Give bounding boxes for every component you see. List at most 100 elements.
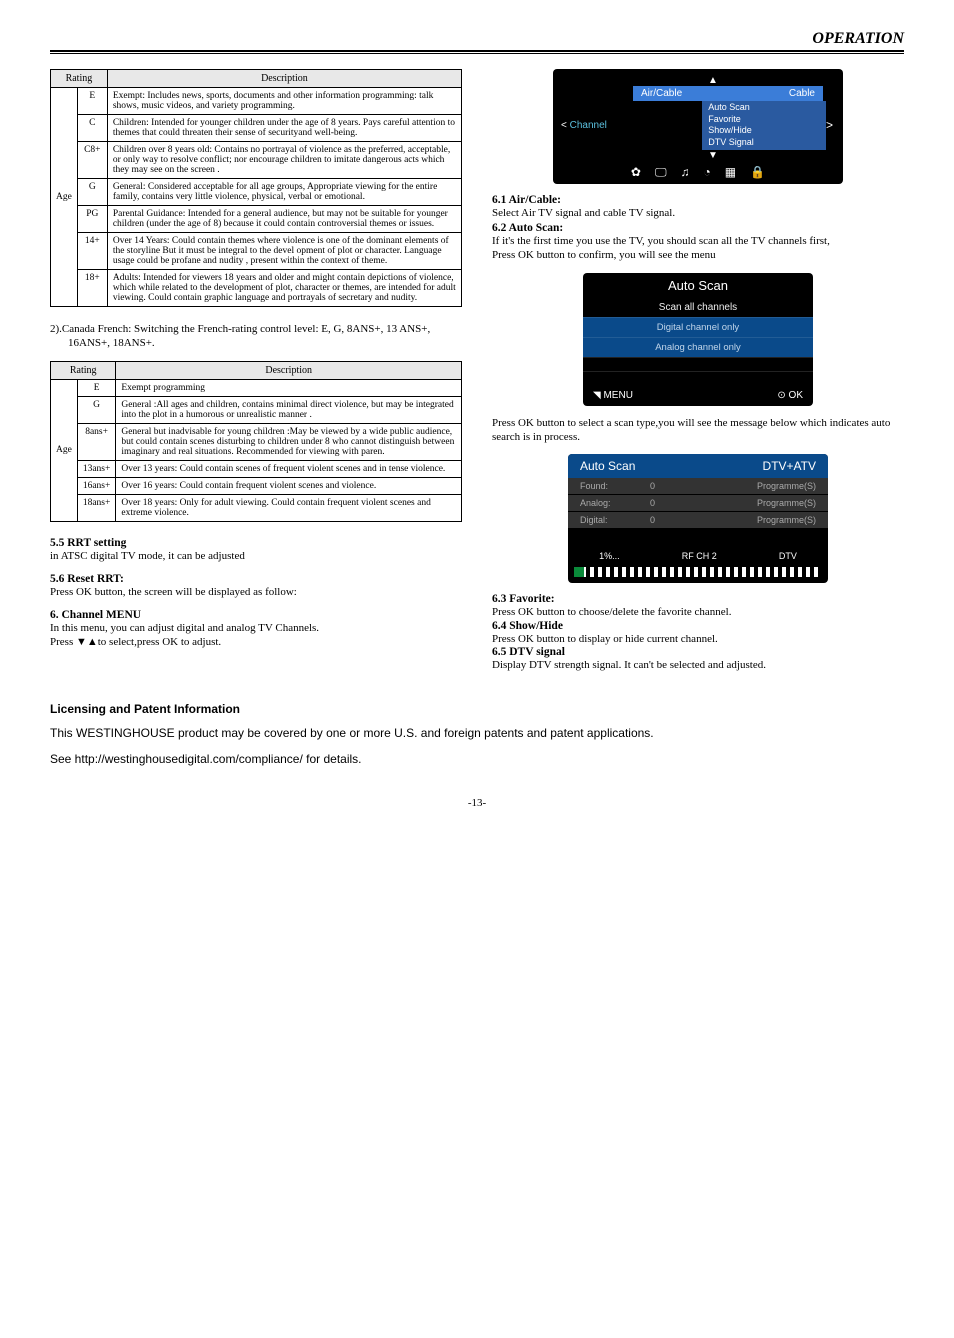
canada-french-note: 2).Canada French: Switching the French-r… — [50, 322, 462, 351]
ratings1-desc-1: Children: Intended for younger children … — [107, 115, 461, 142]
osd-scan-analog: Analog channel only — [583, 337, 813, 357]
section-6-2-body2: Press OK button to confirm, you will see… — [492, 248, 904, 262]
ratings1-desc-5: Over 14 Years: Could contain themes wher… — [107, 233, 461, 270]
ratings1-code-3: G — [77, 179, 107, 206]
osd-scan-progress: Auto Scan DTV+ATV Found:0Programme(S) An… — [568, 454, 828, 583]
section-6-5-body: Display DTV strength signal. It can't be… — [492, 658, 904, 672]
ratings2-code-3: 13ans+ — [77, 460, 116, 477]
ratings2-code-5: 18ans+ — [77, 494, 116, 521]
osd-autoscan-title: Auto Scan — [583, 273, 813, 298]
scan-type-note: Press OK button to select a scan type,yo… — [492, 416, 904, 445]
ratings1-code-4: PG — [77, 206, 107, 233]
osd-digital-prog: Programme(S) — [690, 515, 816, 525]
ratings2-age-label: Age — [51, 379, 78, 521]
section-6-1-body: Select Air TV signal and cable TV signal… — [492, 206, 904, 220]
ratings2-code-0: E — [77, 379, 116, 396]
ratings2-desc-0: Exempt programming — [116, 379, 462, 396]
osd-scan2-title: Auto Scan — [580, 459, 635, 473]
clock-icon: ◔ — [704, 165, 711, 180]
ratings1-head-rating: Rating — [51, 70, 108, 88]
ratings2-head-desc: Description — [116, 361, 462, 379]
section-5-6-body: Press OK button, the screen will be disp… — [50, 585, 462, 599]
ratings1-desc-0: Exempt: Includes news, sports, documents… — [107, 88, 461, 115]
osd-percent: 1%... — [599, 551, 620, 561]
ratings2-desc-1: General :All ages and children, contains… — [116, 396, 462, 423]
screen-icon: 🖵 — [655, 165, 667, 180]
osd-rfch: RF CH 2 — [682, 551, 717, 561]
section-6-4-title: 6.4 Show/Hide — [492, 620, 904, 632]
ratings-table-canada-french: Rating Description Age E Exempt programm… — [50, 361, 462, 522]
ratings1-age-label: Age — [51, 88, 78, 307]
osd-progress-bar — [574, 567, 822, 577]
ratings1-desc-2: Children over 8 years old: Contains no p… — [107, 142, 461, 179]
section-6-3-title: 6.3 Favorite: — [492, 593, 904, 605]
lock-icon: 🔒 — [750, 165, 765, 180]
ratings2-desc-2: General but inadvisable for young childr… — [116, 423, 462, 460]
gear-icon: ✿ — [631, 165, 641, 180]
ratings1-code-1: C — [77, 115, 107, 142]
osd-found-prog: Programme(S) — [690, 481, 816, 491]
osd-channel-menu: ▲ Air/Cable Cable < Channel Auto Scan Fa… — [553, 69, 843, 184]
osd-scan-all: Scan all channels — [583, 298, 813, 317]
ratings2-desc-4: Over 16 years: Could contain frequent vi… — [116, 477, 462, 494]
ratings2-head-rating: Rating — [51, 361, 116, 379]
section-6-5-title: 6.5 DTV signal — [492, 646, 904, 658]
grid-icon: ▦ — [725, 165, 736, 180]
section-6-2-title: 6.2 Auto Scan: — [492, 222, 904, 234]
ratings1-code-6: 18+ — [77, 270, 107, 307]
page-number: -13- — [50, 797, 904, 809]
osd-dtv: DTV — [779, 551, 797, 561]
osd-analog-count: 0 — [650, 498, 690, 508]
osd-showhide-item: Show/Hide — [708, 125, 820, 137]
ratings1-desc-6: Adults: Intended for viewers 18 years an… — [107, 270, 461, 307]
licensing-body2: See http://westinghousedigital.com/compl… — [50, 752, 904, 768]
osd-analog-prog: Programme(S) — [690, 498, 816, 508]
section-5-5-title: 5.5 RRT setting — [50, 537, 462, 549]
page-header-title: OPERATION — [50, 30, 904, 48]
section-6-4-body: Press OK button to display or hide curre… — [492, 632, 904, 646]
licensing-title: Licensing and Patent Information — [50, 702, 904, 716]
ratings1-code-2: C8+ — [77, 142, 107, 179]
ratings1-head-desc: Description — [107, 70, 461, 88]
osd-favorite-item: Favorite — [708, 114, 820, 126]
osd-scan-digital: Digital channel only — [583, 317, 813, 337]
osd-digital-label: Digital: — [580, 515, 650, 525]
osd-ok-label: ⊙ OK — [777, 390, 803, 401]
ratings2-desc-3: Over 13 years: Could contain scenes of f… — [116, 460, 462, 477]
osd-found-label: Found: — [580, 481, 650, 491]
section-6-1-title: 6.1 Air/Cable: — [492, 194, 904, 206]
music-icon: ♫ — [681, 165, 690, 180]
ratings1-desc-4: Parental Guidance: Intended for a genera… — [107, 206, 461, 233]
section-6-body2: Press ▼▲to select,press OK to adjust. — [50, 635, 462, 649]
header-divider — [50, 50, 904, 54]
arrow-left-icon: < — [561, 120, 567, 131]
licensing-body1: This WESTINGHOUSE product may be covered… — [50, 726, 904, 742]
section-6-2-body1: If it's the first time you use the TV, y… — [492, 234, 904, 248]
section-5-6-title: 5.6 Reset RRT: — [50, 573, 462, 585]
ratings1-code-5: 14+ — [77, 233, 107, 270]
osd-found-count: 0 — [650, 481, 690, 491]
ratings2-code-1: G — [77, 396, 116, 423]
osd-autoscan-menu: Auto Scan Scan all channels Digital chan… — [583, 273, 813, 406]
ratings-table-canada-english: Rating Description Age E Exempt: Include… — [50, 69, 462, 307]
arrow-up-icon: ▲ — [553, 75, 843, 86]
osd-menu-label: ◥ MENU — [593, 390, 633, 401]
section-6-title: 6. Channel MENU — [50, 609, 462, 621]
section-5-5-body: in ATSC digital TV mode, it can be adjus… — [50, 549, 462, 563]
ratings2-desc-5: Over 18 years: Only for adult viewing. C… — [116, 494, 462, 521]
arrow-down-icon: ▼ — [553, 150, 843, 161]
osd-aircable-value: Cable — [789, 88, 815, 99]
arrow-right-icon: > — [826, 118, 843, 132]
section-6-body1: In this menu, you can adjust digital and… — [50, 621, 462, 635]
ratings2-code-4: 16ans+ — [77, 477, 116, 494]
osd-scan2-mode: DTV+ATV — [763, 459, 816, 473]
osd-analog-label: Analog: — [580, 498, 650, 508]
osd-dtvsignal-item: DTV Signal — [708, 137, 820, 149]
osd-digital-count: 0 — [650, 515, 690, 525]
osd-autoscan-item: Auto Scan — [708, 102, 820, 114]
osd-aircable-label: Air/Cable — [641, 88, 682, 99]
ratings1-code-0: E — [77, 88, 107, 115]
section-6-3-body: Press OK button to choose/delete the fav… — [492, 605, 904, 619]
ratings1-desc-3: General: Considered acceptable for all a… — [107, 179, 461, 206]
osd-channel-label: Channel — [570, 120, 607, 131]
